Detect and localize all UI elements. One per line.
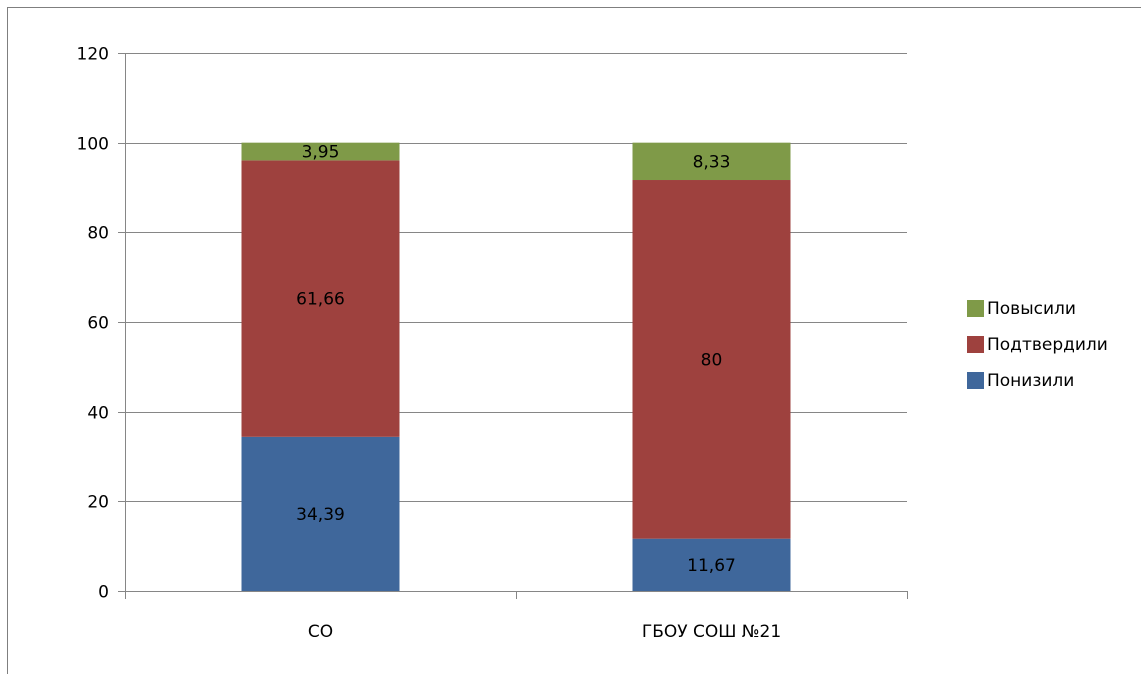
- legend-label-0: Повысили: [987, 299, 1076, 319]
- y-tick-label-120: 120: [77, 45, 109, 65]
- y-tick-label-100: 100: [77, 135, 109, 155]
- bar-1-series-0: [632, 538, 791, 591]
- data-label-1-series-2: 8,33: [693, 152, 731, 172]
- chart-frame: [7, 7, 1141, 674]
- y-tick-label-60: 60: [87, 314, 109, 334]
- bar-0-series-0: [241, 436, 400, 591]
- bar-0-series-2: [241, 142, 400, 161]
- y-tick-label-80: 80: [87, 224, 109, 244]
- y-tick-label-20: 20: [87, 493, 109, 513]
- legend-label-2: Понизили: [987, 371, 1074, 391]
- legend-swatch-2: [967, 372, 984, 389]
- data-label-0-series-1: 61,66: [296, 290, 345, 310]
- bar-0-series-1: [241, 160, 400, 437]
- legend-swatch-0: [967, 300, 984, 317]
- legend-label-1: Подтвердили: [987, 335, 1108, 355]
- data-label-1-series-1: 80: [701, 350, 723, 370]
- x-category-label-0: СО: [308, 622, 333, 642]
- bar-1-series-1: [632, 180, 791, 539]
- data-label-1-series-0: 11,67: [687, 556, 736, 576]
- x-category-label-1: ГБОУ СОШ №21: [642, 622, 781, 642]
- y-tick-label-0: 0: [98, 583, 109, 603]
- data-label-0-series-0: 34,39: [296, 505, 345, 525]
- bar-1-series-2: [632, 142, 791, 181]
- y-tick-label-40: 40: [87, 404, 109, 424]
- data-label-0-series-2: 3,95: [302, 143, 340, 163]
- legend-swatch-1: [967, 336, 984, 353]
